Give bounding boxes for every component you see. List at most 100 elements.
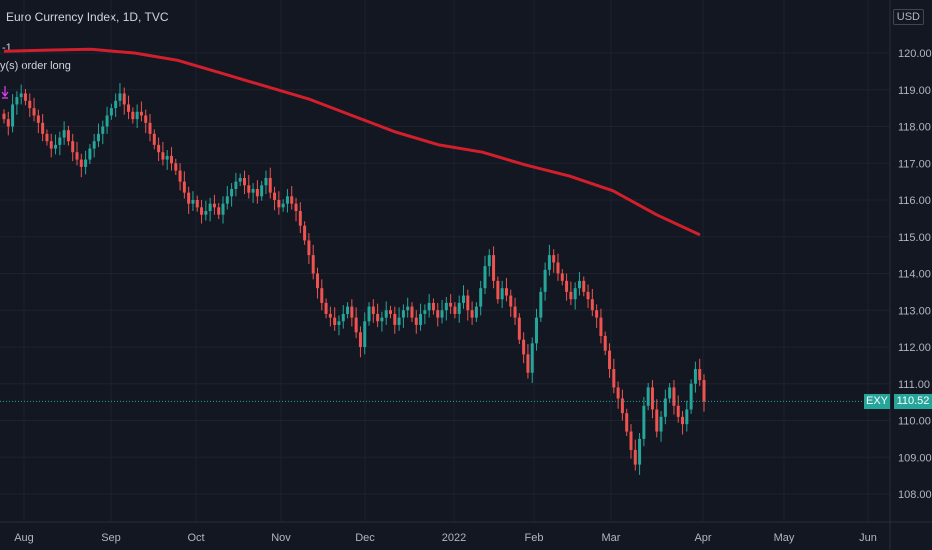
candle-body [517,317,521,340]
candle-body [358,332,362,347]
y-tick-label: 116.00 [898,195,931,207]
candle-body [629,431,633,450]
candle-body [462,295,466,303]
x-tick-label: Apr [694,532,711,544]
candle-body [41,122,45,134]
last-price-badge: 110.52 [894,394,932,409]
x-tick-label: 2022 [442,532,466,544]
candle-body [127,104,131,112]
candle-body [530,343,534,373]
candle-body [376,313,380,322]
candle-body [191,200,195,204]
candle-body [466,295,470,311]
candle-body [71,141,75,153]
candle-body [582,280,586,292]
candle-body [663,398,667,417]
candle-body [603,335,607,351]
candle-body [547,255,551,270]
x-tick-label: Sep [101,532,121,544]
candle-body [315,273,319,289]
candle-body [148,122,152,134]
candle-body [681,416,685,425]
candle-body [586,291,590,300]
candle-body [131,111,135,120]
x-tick-label: Jun [859,532,877,544]
candle-body [431,302,435,311]
candle-body [367,306,371,322]
candle-body [676,405,680,417]
candle-body [539,291,543,318]
y-tick-label: 115.00 [898,232,931,244]
candle-body [109,108,113,116]
candle-body [449,302,453,307]
candle-body [474,306,478,318]
candle-body [453,306,457,314]
candle-body [247,185,251,193]
candle-body [410,306,414,318]
candle-body [303,225,307,241]
candle-body [75,152,79,160]
candle-body [238,177,242,182]
candle-body [522,339,526,355]
candle-body [15,97,19,105]
candle-body [397,317,401,325]
candle-body [101,126,105,134]
candle-body [483,266,487,289]
candle-body [311,255,315,274]
candle-body [204,211,208,215]
candle-body [118,93,122,101]
candle-body [535,317,539,344]
candle-body [225,196,229,204]
candle-body [354,317,358,333]
x-tick-label: Oct [187,532,204,544]
candle-body [45,133,49,142]
y-tick-label: 109.00 [898,452,932,464]
candle-body [440,310,444,318]
x-tick-label: Dec [355,532,375,544]
candle-body [255,188,259,197]
candle-body [401,310,405,318]
candle-body [294,203,298,212]
y-tick-label: 119.00 [898,85,931,97]
candle-body [66,130,70,142]
candle-body [577,280,581,289]
candle-body [655,409,659,432]
candle-body [393,313,397,325]
candle-body [333,317,337,325]
y-tick-label: 111.00 [898,379,930,391]
candle-body [625,413,629,432]
candle-body [217,207,221,215]
candle-body [242,177,246,186]
candle-body [668,387,672,399]
candle-body [590,299,594,311]
candle-body [195,200,199,208]
candle-body [672,387,676,406]
candle-body [174,163,178,171]
candle-body [178,170,182,182]
candle-body [165,155,169,160]
x-tick-label: May [774,532,795,544]
candle-body [139,111,143,116]
candle-body [105,115,109,127]
currency-selector[interactable]: USD [892,9,924,25]
candle-body [556,262,560,274]
candle-body [84,159,88,167]
candle-body [328,313,332,318]
candle-body [646,387,650,406]
candle-body [96,133,100,142]
x-tick-label: Aug [14,532,34,544]
candle-body [260,185,264,197]
candle-body [230,188,234,197]
candle-body [698,369,702,381]
x-tick-label: Nov [271,532,291,544]
candle-body [62,130,66,138]
candle-body [560,273,564,281]
candle-body [608,350,612,370]
candle-body [285,196,289,204]
candle-body [161,152,165,160]
candle-body [479,288,483,307]
candle-body [423,310,427,314]
candle-body [88,148,92,160]
candle-body [19,93,23,98]
